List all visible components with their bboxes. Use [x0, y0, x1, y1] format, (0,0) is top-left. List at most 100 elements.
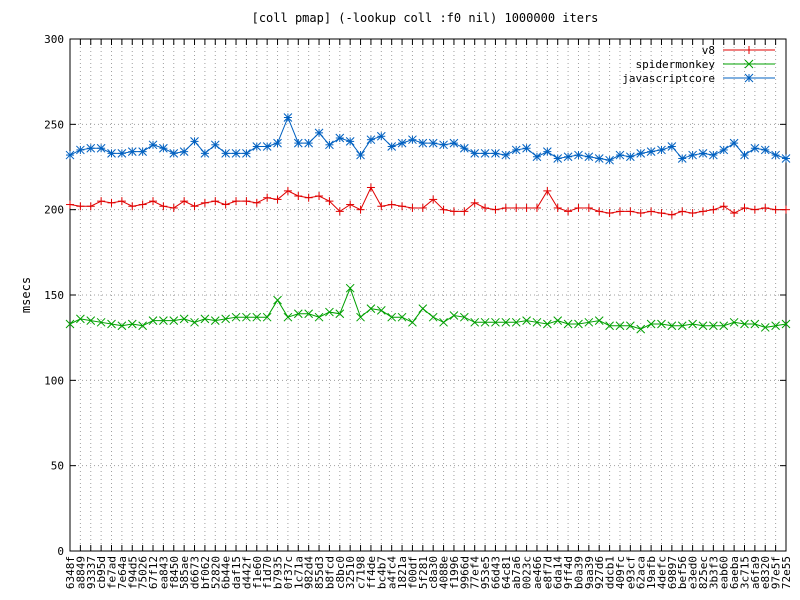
data-point [625, 152, 635, 162]
marker-stroke [283, 312, 293, 322]
marker-stroke [169, 148, 179, 158]
data-point [397, 138, 407, 148]
x-tick-label: 72e55 [780, 556, 793, 589]
marker-stroke [553, 316, 563, 325]
data-point [647, 207, 656, 216]
data-point [782, 205, 790, 214]
marker-stroke [252, 142, 262, 151]
marker-stroke [449, 311, 459, 320]
data-point [501, 150, 511, 160]
marker-stroke [657, 319, 666, 329]
marker-stroke [744, 73, 754, 83]
marker-stroke [522, 316, 531, 325]
data-point [418, 138, 428, 148]
data-point [744, 59, 754, 69]
data-point [377, 202, 386, 211]
x-tick-label: 6da14 [552, 556, 565, 589]
data-point [418, 203, 427, 212]
data-point [729, 317, 739, 327]
series-line-spidermonkey [69, 286, 787, 330]
data-point [605, 321, 614, 331]
data-point [138, 321, 147, 331]
marker-stroke [366, 135, 376, 145]
marker-stroke [273, 295, 282, 305]
data-point [159, 202, 168, 211]
series-javascriptcore [65, 113, 791, 165]
marker-stroke [574, 319, 583, 329]
data-point [698, 207, 707, 216]
x-tick-label: e3ed0 [687, 556, 700, 589]
data-point [96, 143, 106, 153]
x-tick-label: 75026 [137, 556, 150, 589]
marker-stroke [677, 321, 687, 331]
marker-stroke [117, 321, 127, 331]
marker-stroke [636, 324, 646, 334]
data-point [117, 148, 127, 158]
data-point [408, 317, 417, 327]
grid-lines [70, 39, 786, 551]
marker-stroke [719, 145, 729, 155]
data-point [584, 317, 594, 327]
data-point [532, 317, 542, 327]
marker-stroke [542, 319, 552, 329]
marker-stroke [242, 148, 251, 158]
marker-stroke [760, 323, 770, 332]
data-point [366, 304, 376, 314]
data-point [678, 207, 687, 216]
x-tick-label: 0f37c [282, 556, 295, 589]
marker-stroke [231, 148, 241, 158]
marker-stroke [418, 304, 428, 314]
x-tick-label: f00df [406, 556, 419, 589]
data-point [730, 209, 739, 218]
data-point [179, 314, 189, 324]
marker-stroke [709, 321, 718, 331]
data-point [646, 319, 656, 329]
data-point [376, 131, 386, 141]
marker-stroke [771, 321, 780, 331]
data-point [429, 195, 438, 204]
data-point [127, 147, 137, 156]
x-tick-label: 62aca [635, 556, 648, 589]
marker-stroke [781, 154, 791, 163]
marker-stroke [584, 152, 594, 162]
x-tick-label: c8bc0 [334, 556, 347, 589]
data-point [657, 209, 666, 218]
data-point [491, 205, 500, 214]
marker-stroke [325, 140, 334, 150]
marker-stroke [200, 314, 210, 324]
marker-stroke [190, 137, 199, 146]
marker-stroke [698, 321, 708, 331]
data-point [252, 198, 261, 207]
marker-stroke [625, 321, 635, 331]
marker-stroke [366, 304, 376, 314]
data-point [242, 197, 251, 206]
data-point [667, 321, 677, 331]
data-point [345, 283, 355, 293]
x-tick-label: b0a39 [572, 556, 585, 589]
data-point [439, 205, 448, 214]
x-tick-label: e93cf [624, 556, 637, 589]
marker-stroke [252, 312, 262, 322]
data-point [169, 148, 179, 158]
marker-stroke [148, 316, 158, 325]
marker-stroke [470, 317, 480, 327]
data-point [66, 200, 74, 209]
x-tick-label: fe7ad [106, 556, 119, 589]
marker-stroke [667, 142, 677, 151]
marker-stroke [491, 148, 500, 158]
x-tick-label: 32510 [344, 556, 357, 589]
data-point [231, 312, 241, 322]
marker-stroke [408, 135, 417, 145]
marker-stroke [439, 317, 448, 327]
x-tick-label: 982d4 [303, 556, 316, 589]
x-tick-label: 4088e [438, 556, 451, 589]
x-tick-label: 67f12 [147, 556, 160, 589]
marker-stroke [480, 317, 490, 327]
data-point [76, 314, 85, 324]
data-point [262, 142, 272, 151]
marker-stroke [501, 317, 511, 327]
marker-stroke [345, 283, 355, 293]
data-point [563, 319, 573, 329]
x-tick-label: 7e64a [116, 556, 129, 589]
